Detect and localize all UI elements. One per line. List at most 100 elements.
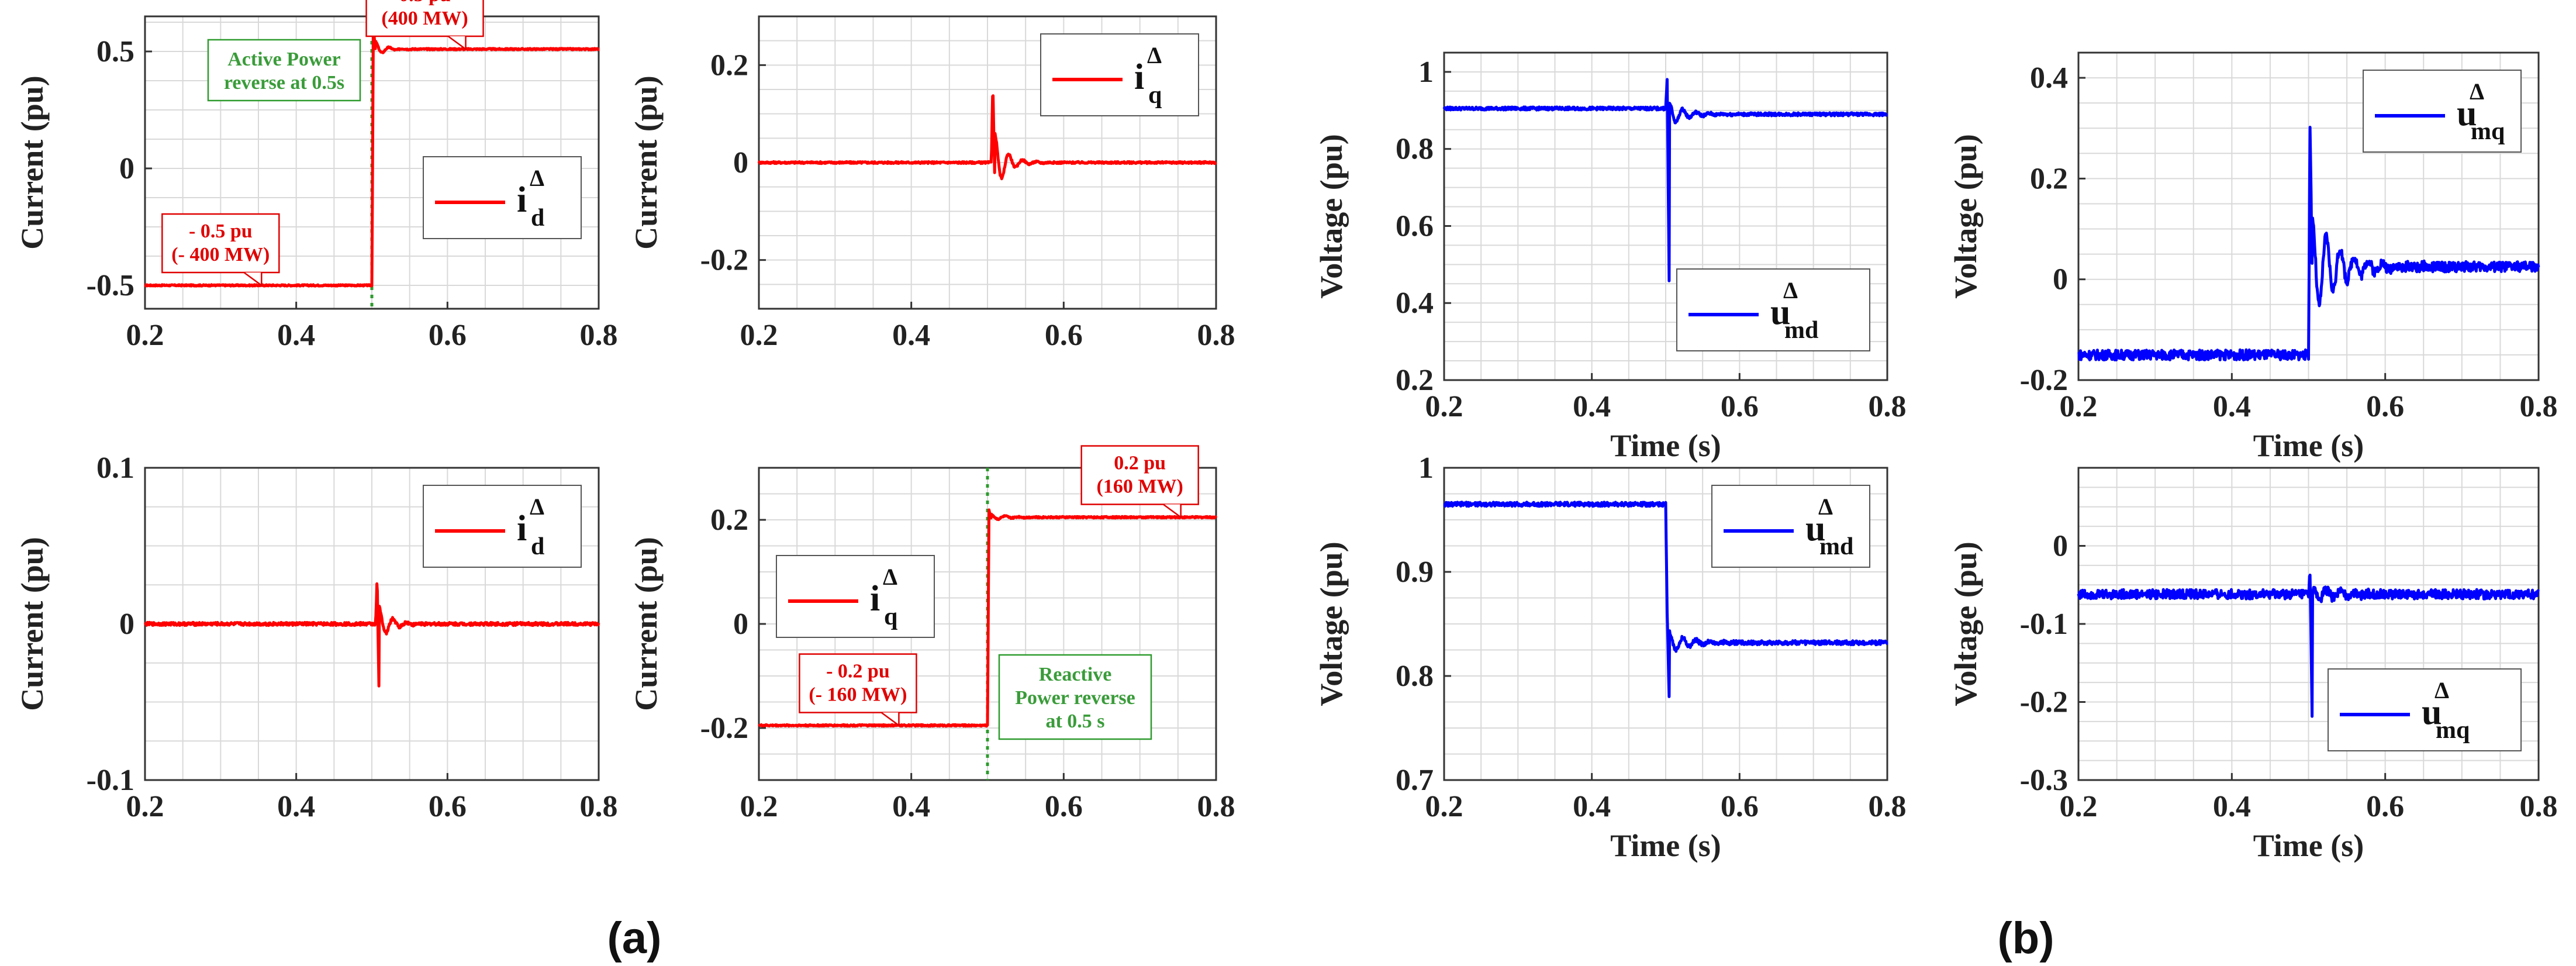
x-tick-label: 0.2 bbox=[126, 319, 164, 352]
x-tick-label: 0.6 bbox=[1721, 790, 1759, 823]
y-tick-label: 0.2 bbox=[2030, 162, 2068, 195]
panel-label-b: (b) bbox=[1997, 913, 2054, 963]
y-tick-label: 1 bbox=[1418, 56, 1434, 89]
legend: iΔq bbox=[776, 555, 935, 638]
chart-a-iq: 0.2 0.4 0.6 0.8 -0.2 0 0.2 Current (pu) iΔq bbox=[629, 15, 1235, 352]
callout-text: (160 MW) bbox=[1097, 476, 1183, 498]
y-tick-label: 0.2 bbox=[710, 49, 748, 82]
x-tick-label: 0.6 bbox=[1721, 390, 1759, 423]
x-tick-label: 0.2 bbox=[2060, 790, 2098, 823]
y-tick-label: 0 bbox=[733, 146, 748, 180]
callout-pointer bbox=[1162, 503, 1182, 519]
legend-symbol: u bbox=[2422, 692, 2442, 732]
x-tick-label: 0.4 bbox=[277, 790, 315, 823]
event-label-text: reverse at 0.5s bbox=[224, 72, 344, 94]
y-tick-label: 1 bbox=[1418, 451, 1434, 485]
x-tick-label: 0.6 bbox=[1045, 790, 1083, 823]
callout-box bbox=[365, 0, 484, 37]
legend: iΔd bbox=[423, 156, 582, 239]
y-axis-label: Voltage (pu) bbox=[1314, 541, 1349, 706]
event-label-text: at 0.5 s bbox=[1045, 710, 1104, 732]
callout-text: - 0.5 pu bbox=[189, 220, 253, 242]
y-tick-label: 0.4 bbox=[1396, 287, 1434, 320]
legend-subscript: d bbox=[531, 533, 544, 560]
event-label-box bbox=[998, 654, 1152, 740]
event-label-text: Power reverse bbox=[1015, 687, 1135, 709]
y-tick-label: -0.2 bbox=[700, 244, 748, 277]
y-tick-label: 0.8 bbox=[1396, 660, 1434, 693]
callout-text: (- 160 MW) bbox=[809, 684, 907, 706]
event-label-text: Active Power bbox=[227, 49, 341, 70]
legend-box bbox=[1040, 33, 1199, 116]
legend-symbol: i bbox=[517, 509, 527, 548]
callout-text: (400 MW) bbox=[381, 8, 468, 29]
event-label-text: Reactive bbox=[1039, 664, 1112, 685]
y-tick-label: -0.1 bbox=[87, 764, 134, 797]
legend-box bbox=[1676, 268, 1870, 351]
callout-pointer bbox=[880, 712, 900, 727]
chart-b-umq: 0.2 0.4 0.6 0.8 -0.3 -0.2 -0.1 0 Voltage (pu) Tim… bbox=[1948, 467, 2558, 863]
x-tick-label: 0.8 bbox=[580, 790, 618, 823]
legend-superscript: Δ bbox=[2435, 677, 2449, 703]
y-tick-label: 0 bbox=[733, 608, 748, 641]
x-tick-label: 0.2 bbox=[2060, 390, 2098, 423]
series-line-umd bbox=[1443, 501, 1888, 698]
y-axis-label: Current (pu) bbox=[629, 537, 664, 711]
legend-symbol: u bbox=[1770, 292, 1790, 332]
callout-annotation: 0.5 pu (400 MW) bbox=[365, 0, 484, 51]
legend-symbol: u bbox=[1805, 509, 1825, 548]
legend-superscript: Δ bbox=[883, 564, 897, 590]
legend-symbol: i bbox=[870, 579, 880, 619]
x-axis-label: Time (s) bbox=[1610, 828, 1721, 863]
x-tick-label: 0.8 bbox=[1197, 319, 1235, 352]
axes-frame bbox=[2077, 51, 2540, 381]
x-tick-label: 0.4 bbox=[277, 319, 315, 352]
x-tick-label: 0.2 bbox=[1425, 390, 1463, 423]
y-tick-label: 0 bbox=[119, 152, 134, 185]
legend-symbol: i bbox=[517, 180, 527, 220]
y-tick-label: 0.1 bbox=[96, 451, 134, 485]
x-tick-label: 0.8 bbox=[1197, 790, 1235, 823]
chart-b-iq: 0.2 0.4 0.6 0.8 -0.2 0 0.2 Current (pu) iΔq - 0.2… bbox=[629, 445, 1235, 823]
axes-frame bbox=[1443, 51, 1888, 381]
chart-a-umd: 0.2 0.4 0.6 0.8 0.2 0.4 0.6 0.8 1 Voltage (pu) Tim… bbox=[1314, 51, 1907, 463]
x-tick-label: 0.6 bbox=[1045, 319, 1083, 352]
y-axis-label: Voltage (pu) bbox=[1948, 134, 1983, 299]
callout-pointer bbox=[243, 271, 263, 287]
legend-subscript: d bbox=[531, 205, 544, 232]
x-tick-label: 0.6 bbox=[429, 319, 467, 352]
y-tick-label: 0.4 bbox=[2030, 61, 2068, 95]
y-axis-label: Current (pu) bbox=[15, 75, 50, 250]
series-line-id bbox=[144, 26, 600, 288]
x-tick-label: 0.4 bbox=[2213, 790, 2251, 823]
x-axis-label: Time (s) bbox=[2253, 828, 2364, 863]
legend-subscript: q bbox=[1148, 82, 1162, 109]
y-axis-label: Current (pu) bbox=[15, 537, 50, 711]
y-tick-label: 0.6 bbox=[1396, 209, 1434, 243]
legend-symbol: i bbox=[1134, 57, 1144, 97]
callout-annotation: 0.2 pu(160 MW) bbox=[1080, 445, 1199, 519]
x-axis-label: Time (s) bbox=[2253, 428, 2364, 463]
series-line-id bbox=[143, 582, 600, 688]
y-tick-label: -0.5 bbox=[87, 269, 134, 302]
x-tick-label: 0.4 bbox=[1573, 390, 1611, 423]
callout-pointer bbox=[447, 35, 467, 51]
legend-box bbox=[1711, 485, 1870, 568]
callout-annotation: - 0.5 pu(- 400 MW) bbox=[161, 213, 280, 287]
x-axis-label: Time (s) bbox=[1610, 428, 1721, 463]
event-label-box bbox=[207, 39, 361, 102]
y-tick-label: -0.2 bbox=[700, 712, 748, 745]
legend-superscript: Δ bbox=[2470, 78, 2484, 105]
y-tick-label: 0.8 bbox=[1396, 133, 1434, 166]
legend-symbol: u bbox=[2457, 94, 2477, 133]
y-tick-label: 0 bbox=[2053, 530, 2068, 563]
legend-box bbox=[423, 485, 582, 568]
y-tick-label: 0.5 bbox=[96, 35, 134, 68]
x-tick-label: 0.4 bbox=[892, 319, 930, 352]
y-tick-label: 0.9 bbox=[1396, 556, 1434, 589]
axes-frame bbox=[1443, 467, 1888, 781]
